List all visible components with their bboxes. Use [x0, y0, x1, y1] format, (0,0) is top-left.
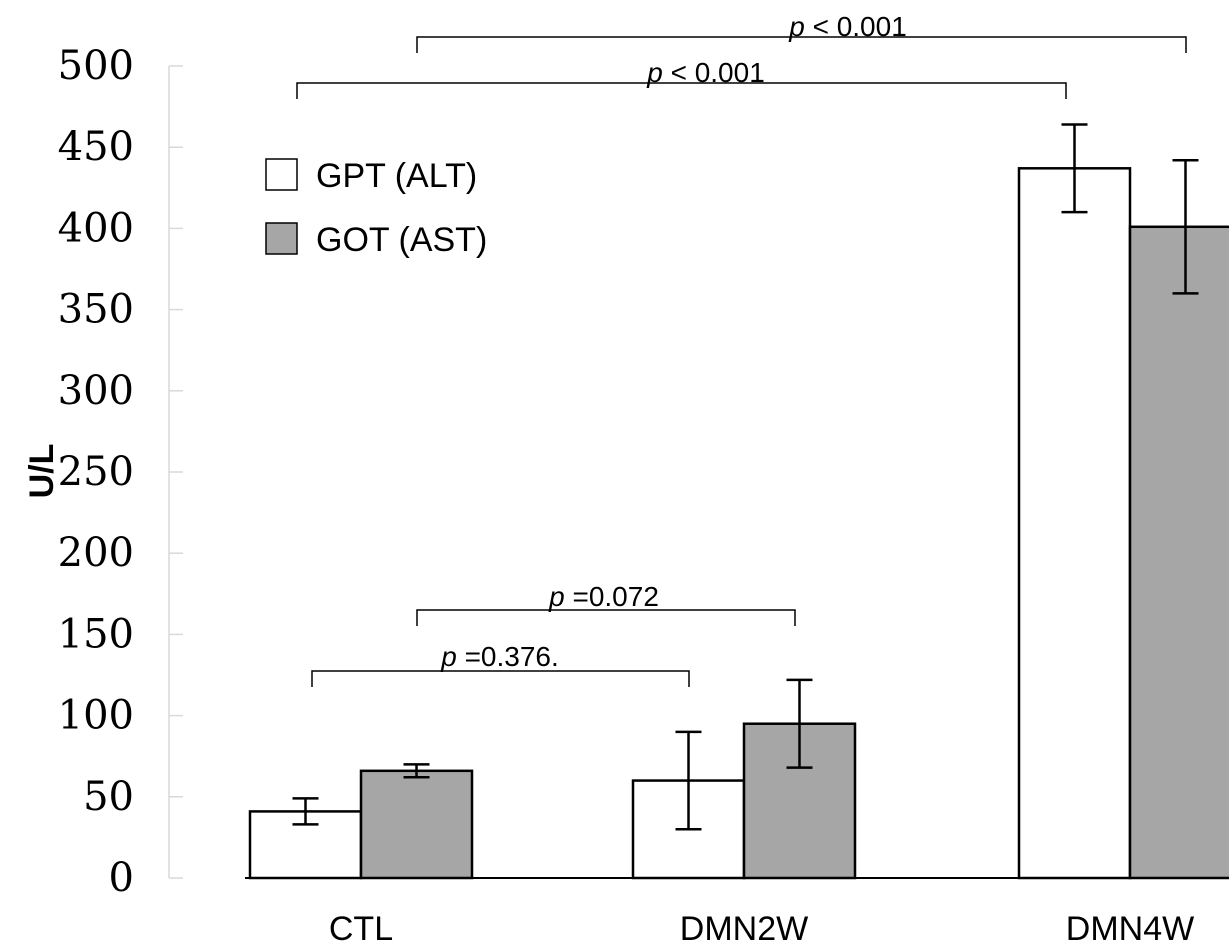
y-tick-label: 150	[58, 611, 134, 657]
p-symbol: p	[440, 641, 457, 672]
y-tick-label: 450	[58, 124, 134, 170]
p-value-text: < 0.001	[663, 57, 765, 88]
y-tick-label: 250	[58, 449, 134, 495]
legend-label: GPT (ALT)	[316, 157, 477, 195]
y-tick-label: 50	[83, 774, 134, 820]
p-symbol: p	[548, 581, 565, 612]
bars-layer	[248, 167, 1229, 880]
bar-gpt	[1017, 167, 1132, 880]
error-bars-layer	[292, 123, 1199, 831]
legend: GPT (ALT) GOT (AST)	[265, 157, 487, 259]
significance-bracket	[416, 609, 796, 626]
y-tick-label: 0	[109, 855, 134, 901]
p-value-text: < 0.001	[805, 11, 907, 42]
x-category-label: CTL	[329, 910, 393, 946]
y-tick-label: 300	[58, 368, 134, 414]
y-tick-label: 100	[58, 693, 134, 739]
significance-bracket	[296, 82, 1067, 99]
y-axis-label: U/L	[23, 444, 61, 499]
x-category-label: DMN4W	[1066, 910, 1194, 946]
y-tick-label: 200	[58, 530, 134, 576]
legend-label: GOT (AST)	[316, 221, 487, 259]
bar-got	[1128, 225, 1229, 880]
p-value-label: p =0.072	[548, 581, 659, 612]
p-value-label: p < 0.001	[646, 57, 765, 88]
legend-swatch	[265, 158, 298, 191]
x-category-label: DMN2W	[680, 910, 808, 946]
p-value-text: =0.072	[565, 581, 659, 612]
significance-bracket	[311, 670, 690, 687]
significance-bracket	[416, 36, 1187, 53]
p-value-label: p =0.376.	[440, 641, 559, 672]
y-tick-label: 400	[58, 205, 134, 251]
legend-swatch	[265, 222, 298, 255]
p-symbol: p	[788, 11, 805, 42]
p-value-text: =0.376.	[457, 641, 559, 672]
y-tick-label: 350	[58, 287, 134, 333]
p-symbol: p	[646, 57, 663, 88]
bar-got	[359, 769, 474, 880]
p-value-label: p < 0.001	[788, 11, 907, 42]
axis-layer: 0 50 100 150 200 250 300 350 400 450 500 CTL DMN2W DM…	[58, 43, 1229, 946]
y-tick-label: 500	[58, 43, 134, 89]
